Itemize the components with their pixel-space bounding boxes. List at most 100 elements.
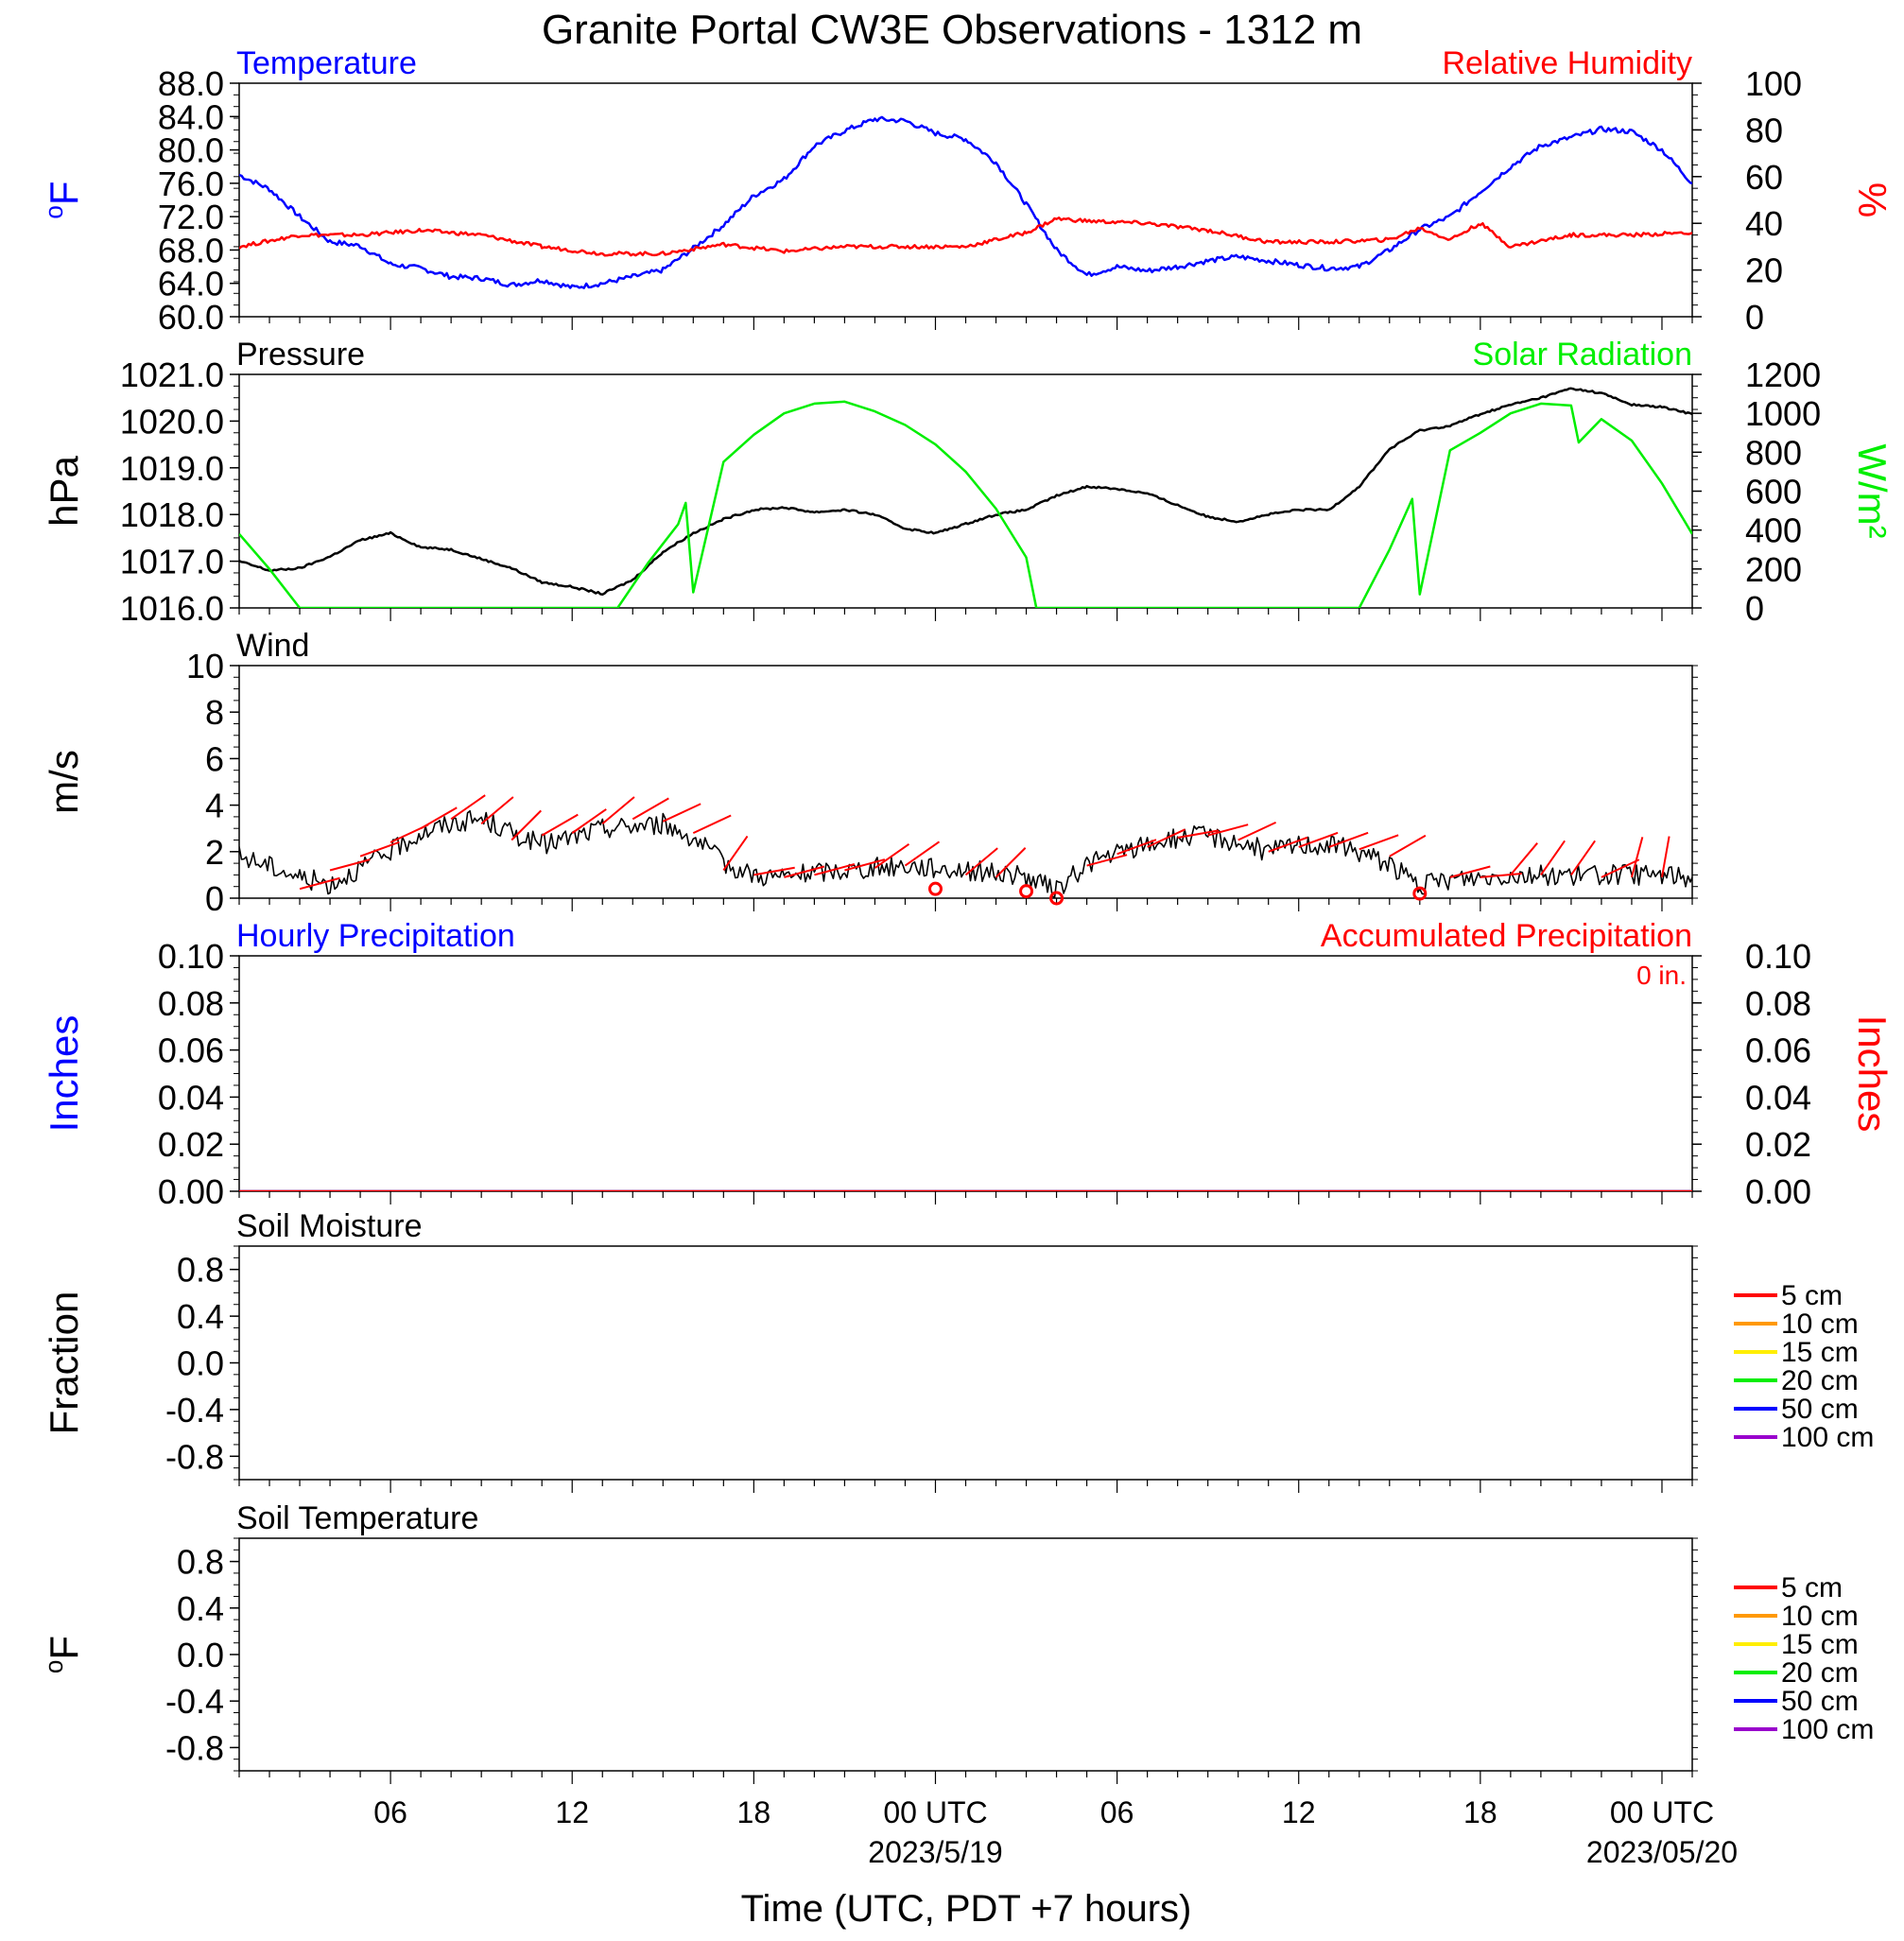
x-tick-label: 12 <box>555 1795 589 1829</box>
wind-barb <box>753 866 795 876</box>
y-axis-label-left: Inches <box>42 1015 86 1133</box>
wind-barb <box>632 797 669 821</box>
panel-title-right: Accumulated Precipitation <box>1321 918 1692 954</box>
x-tick-label: 12 <box>1282 1795 1316 1829</box>
x-tick-label: 06 <box>1100 1795 1134 1829</box>
x-tick-label: 18 <box>737 1795 771 1829</box>
y-tick-label-right: 0 <box>1745 298 1764 337</box>
y-tick-label-right: 40 <box>1745 204 1783 243</box>
plot-frame <box>238 955 1693 1192</box>
legend-label: 20 cm <box>1781 1657 1859 1689</box>
wind-barb <box>1177 829 1220 840</box>
legend-label: 50 cm <box>1781 1686 1859 1717</box>
plot-frame <box>238 1245 1693 1481</box>
legend-label: 50 cm <box>1781 1394 1859 1425</box>
plot-frame <box>238 82 1693 318</box>
y-tick-label-left: 0.4 <box>177 1589 224 1628</box>
series-line-temperature <box>239 115 1692 289</box>
y-tick-label-left: 1021.0 <box>120 355 224 394</box>
panels: 60.064.068.072.076.080.084.088.002040608… <box>40 45 1895 1784</box>
wind-barb <box>874 842 910 869</box>
y-tick-label-right: 0.10 <box>1745 937 1811 976</box>
wind-barb <box>784 865 825 878</box>
y-tick-label-right: 400 <box>1745 511 1802 550</box>
y-axis-label-left: Fraction <box>42 1291 86 1435</box>
wind-barb <box>299 876 340 891</box>
panel-title-left: Soil Moisture <box>236 1208 423 1244</box>
wind-barb <box>722 835 749 872</box>
wind-barb <box>904 841 941 867</box>
calm-wind-marker <box>1412 886 1428 901</box>
legend-label: 15 cm <box>1781 1337 1859 1368</box>
y-axis-label-right: Inches <box>1850 1015 1895 1133</box>
calm-wind-marker <box>1049 891 1065 906</box>
y-tick-label-left: 0 <box>205 879 224 918</box>
y-tick-label-left: 4 <box>205 787 224 825</box>
plot-frame <box>238 1537 1693 1772</box>
panel-title-left: Wind <box>236 628 309 664</box>
wind-barb <box>511 809 543 841</box>
chart-title: Granite Portal CW3E Observations - 1312 … <box>542 7 1362 53</box>
wind-barb <box>1268 836 1308 853</box>
y-tick-label-right: 1200 <box>1745 355 1821 394</box>
y-tick-label-left: 64.0 <box>158 265 224 303</box>
y-axis-label-right: W/m² <box>1850 443 1895 538</box>
legend-label: 10 cm <box>1781 1601 1859 1632</box>
panel-title-right: Solar Radiation <box>1473 337 1692 373</box>
y-tick-label-right: 800 <box>1745 433 1802 472</box>
wind-barb <box>1540 840 1566 875</box>
series-line-pressure <box>239 387 1692 597</box>
y-tick-label-left: 0.0 <box>177 1636 224 1674</box>
y-tick-label-left: 8 <box>205 693 224 732</box>
x-axis: 06 12 18 00 UTC 2023/5/19 06 12 18 00 UTC 2023/05… <box>373 1795 1738 1869</box>
wind-barb <box>1389 834 1427 858</box>
legend-label: 5 cm <box>1781 1280 1843 1311</box>
wind-barb <box>1480 873 1522 878</box>
y-axis-label-right-group: W/m² <box>1850 443 1895 538</box>
panel-soil_moist: -0.8 -0.4 0.0 0.4 0.8 Soil Moisture Fraction 5 … <box>42 1208 1874 1493</box>
panel-title-right: Relative Humidity <box>1442 45 1692 81</box>
y-tick-label-left: 60.0 <box>158 298 224 337</box>
y-tick-label-left: 0.04 <box>158 1078 224 1117</box>
wind-barb <box>964 847 998 876</box>
y-tick-label-left: 10 <box>186 647 224 685</box>
y-tick-label-left: 1018.0 <box>120 495 224 534</box>
x-tick-date-label: 2023/05/20 <box>1586 1835 1738 1869</box>
y-tick-label-left: 0.8 <box>177 1543 224 1582</box>
series-line-wind <box>239 809 1692 898</box>
y-tick-label-right: 0.08 <box>1745 984 1811 1023</box>
plot-frame <box>238 665 1693 899</box>
y-axis-label-left: oF <box>40 181 86 218</box>
y-tick-label-left: 80.0 <box>158 131 224 170</box>
y-tick-label-right: 60 <box>1745 158 1783 197</box>
series-group <box>239 809 1692 898</box>
legend-label: 5 cm <box>1781 1572 1843 1603</box>
wind-barb <box>1601 858 1640 878</box>
y-tick-label-right: 0 <box>1745 589 1764 628</box>
wind-barb <box>1570 840 1596 875</box>
wind-barb <box>662 803 701 823</box>
series-line-relative-humidity <box>239 217 1692 257</box>
legend-label: 100 cm <box>1781 1422 1874 1453</box>
y-tick-label-left: 88.0 <box>158 64 224 103</box>
x-tick-label: 18 <box>1463 1795 1497 1829</box>
wind-barb <box>1147 828 1186 848</box>
wind-barb <box>1238 821 1276 841</box>
wind-barb <box>1328 831 1369 848</box>
wind-barb <box>995 847 1027 878</box>
wind-barb <box>1660 836 1670 878</box>
y-tick-label-left: 0.8 <box>177 1251 224 1290</box>
wind-barb <box>1116 839 1157 856</box>
y-tick-label-right: 0.02 <box>1745 1125 1811 1164</box>
wind-barb <box>692 814 732 835</box>
y-tick-label-left: -0.8 <box>165 1728 224 1767</box>
y-tick-label-right: 1000 <box>1745 394 1821 433</box>
y-axis-label-left-group: hPa <box>42 455 86 526</box>
y-tick-label-left: 0.06 <box>158 1031 224 1070</box>
x-axis-label: Time (UTC, PDT +7 hours) <box>741 1888 1192 1930</box>
y-tick-label-left: 1017.0 <box>120 543 224 581</box>
wind-barb <box>359 841 400 858</box>
y-tick-label-left: 6 <box>205 739 224 778</box>
